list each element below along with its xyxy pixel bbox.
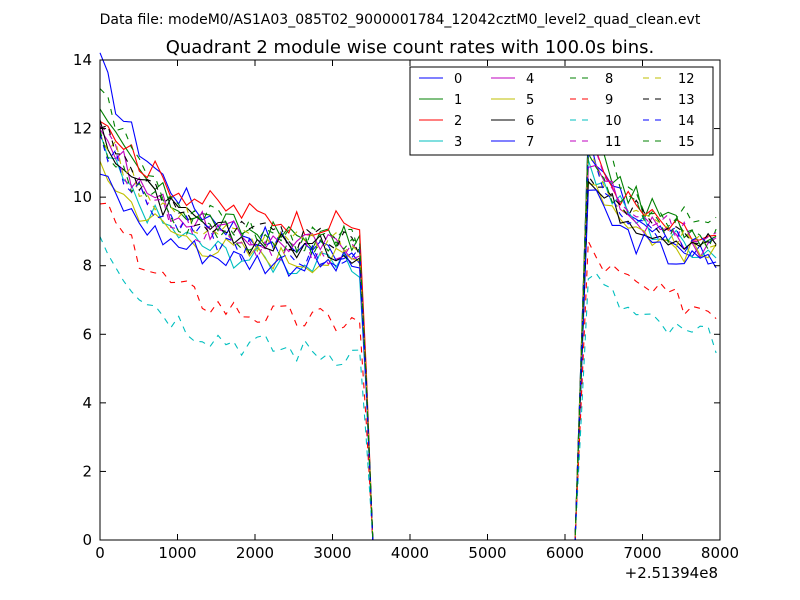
legend-label-4: 4	[526, 72, 534, 87]
legend-label-7: 7	[526, 135, 534, 150]
series-line-10	[99, 236, 717, 541]
legend-label-9: 9	[605, 93, 613, 108]
series-line-5	[99, 160, 717, 541]
x-offset-label: +2.51394e8	[625, 564, 718, 582]
y-tick-label: 0	[82, 531, 92, 549]
series-line-11	[99, 125, 717, 541]
y-tick-label: 4	[82, 394, 92, 412]
series-line-12	[99, 134, 717, 541]
series-line-15	[99, 130, 717, 541]
x-tick-label: 5000	[468, 544, 506, 562]
series-line-13	[99, 124, 717, 541]
series-line-6	[99, 119, 717, 541]
x-tick-label: 4000	[391, 544, 429, 562]
series-line-8	[99, 88, 717, 541]
legend-label-5: 5	[526, 93, 534, 108]
x-tick-label: 3000	[313, 544, 351, 562]
legend-label-11: 11	[605, 135, 622, 150]
series-line-0	[99, 52, 717, 541]
legend-label-3: 3	[454, 135, 462, 150]
x-tick-label: 2000	[236, 544, 274, 562]
y-tick-label: 12	[73, 120, 92, 138]
legend-label-8: 8	[605, 72, 613, 87]
y-tick-label: 6	[82, 325, 92, 343]
series-line-2	[99, 120, 717, 541]
x-tick-label: 7000	[623, 544, 661, 562]
series-line-1	[99, 108, 717, 541]
x-tick-label: 1000	[158, 544, 196, 562]
series-line-4	[99, 128, 717, 541]
legend-label-12: 12	[678, 72, 695, 87]
y-tick-label: 2	[82, 462, 92, 480]
chart-title: Quadrant 2 module wise count rates with …	[166, 37, 655, 58]
legend-label-15: 15	[678, 135, 695, 150]
axis-ticks: 0 1000 2000 3000 4000 5000 6000 7000 80000246810…	[73, 51, 739, 562]
legend-label-0: 0	[454, 72, 462, 87]
plot-lines	[99, 52, 717, 541]
y-tick-label: 10	[73, 188, 92, 206]
series-line-3	[99, 132, 717, 541]
legend-label-14: 14	[678, 114, 695, 129]
series-line-9	[99, 202, 717, 541]
x-tick-label: 8000	[701, 544, 739, 562]
legend-label-1: 1	[454, 93, 462, 108]
legend-label-2: 2	[454, 114, 462, 129]
series-line-14	[99, 133, 717, 541]
series-line-7	[99, 173, 717, 541]
legend-frame	[409, 66, 714, 156]
legend-label-6: 6	[526, 114, 534, 129]
y-tick-label: 8	[82, 257, 92, 275]
legend-label-13: 13	[678, 93, 695, 108]
legend-label-10: 10	[605, 114, 622, 129]
y-tick-label: 14	[73, 51, 92, 69]
x-tick-label: 6000	[546, 544, 584, 562]
x-tick-label: 0	[95, 544, 105, 562]
chart-suptitle: Data file: modeM0/AS1A03_085T02_90000017…	[100, 12, 701, 28]
